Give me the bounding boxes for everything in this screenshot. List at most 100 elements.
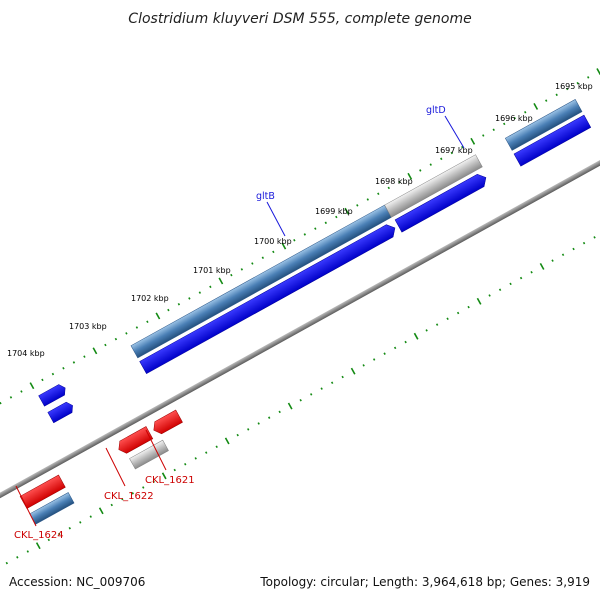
kbp-label-1701: 1701 kbp xyxy=(193,266,231,275)
minor-tick xyxy=(9,396,13,399)
kbp-label-1696: 1696 kbp xyxy=(495,114,533,123)
cds-CKL_1624[interactable] xyxy=(19,474,66,509)
minor-tick xyxy=(309,393,313,396)
minor-tick xyxy=(146,320,149,323)
major-tick xyxy=(533,103,539,110)
gene-label-gltD[interactable]: gltD xyxy=(426,105,446,116)
inner-tick-track xyxy=(5,236,596,565)
minor-tick xyxy=(461,145,464,149)
major-tick xyxy=(287,402,293,410)
minor-tick xyxy=(177,302,181,306)
minor-tick xyxy=(330,381,334,385)
cds-CKL_1622[interactable] xyxy=(115,426,154,456)
kbp-label-1702: 1702 kbp xyxy=(131,294,169,303)
kbp-label-1704: 1704 kbp xyxy=(7,349,45,358)
minor-tick xyxy=(83,355,86,358)
cds-gltB[interactable] xyxy=(139,222,399,375)
minor-tick xyxy=(314,227,317,230)
minor-tick xyxy=(324,221,327,225)
minor-tick xyxy=(524,111,527,114)
minor-tick xyxy=(142,486,145,489)
major-tick xyxy=(281,242,287,250)
major-tick xyxy=(413,332,419,340)
major-tick xyxy=(218,277,224,285)
minor-tick xyxy=(320,387,323,390)
major-tick xyxy=(407,172,413,180)
minor-tick xyxy=(198,291,202,294)
major-tick xyxy=(224,437,230,445)
minor-tick xyxy=(205,451,208,454)
minor-tick xyxy=(366,198,369,201)
minor-tick xyxy=(272,250,275,254)
minor-tick xyxy=(488,294,491,297)
gene-gltD[interactable] xyxy=(384,154,483,218)
minor-tick xyxy=(456,311,460,315)
major-tick xyxy=(539,262,545,270)
major-tick xyxy=(350,367,356,375)
gene-track-forward xyxy=(130,99,583,359)
minor-tick xyxy=(236,433,239,437)
minor-tick xyxy=(545,99,548,102)
cds-CKL_1621[interactable] xyxy=(150,409,183,436)
kbp-label-1698: 1698 kbp xyxy=(375,177,413,186)
minor-tick xyxy=(121,497,124,501)
minor-tick xyxy=(530,270,533,274)
accession-text: Accession: NC_009706 xyxy=(9,575,145,589)
minor-tick xyxy=(582,241,586,245)
topology-text: Topology: circular; Length: 3,964,618 bp… xyxy=(259,575,590,589)
kbp-labels: 1695 kbp 1696 kbp 1697 kbp 1698 kbp 1699… xyxy=(7,82,593,358)
minor-tick xyxy=(509,282,512,286)
minor-tick xyxy=(104,343,107,347)
major-tick xyxy=(29,382,35,390)
minor-tick xyxy=(62,366,65,370)
gene-label-CKL_1624[interactable]: CKL_1624 xyxy=(14,530,64,541)
minor-tick xyxy=(194,457,197,460)
minor-tick xyxy=(303,233,307,236)
gene-right-edge[interactable] xyxy=(504,99,583,151)
kbp-label-1703: 1703 kbp xyxy=(69,322,107,331)
minor-tick xyxy=(188,297,191,300)
minor-tick xyxy=(184,462,187,466)
major-tick xyxy=(161,472,167,480)
minor-tick xyxy=(555,93,558,97)
minor-tick xyxy=(16,556,19,559)
minor-tick xyxy=(341,375,344,379)
minor-tick xyxy=(576,81,579,85)
minor-tick xyxy=(561,253,565,257)
cds-small-1[interactable] xyxy=(38,383,68,407)
minor-tick xyxy=(240,268,244,271)
minor-tick xyxy=(299,398,302,402)
gene-CKL_1622[interactable] xyxy=(129,439,169,470)
minor-tick xyxy=(89,515,92,518)
minor-tick xyxy=(20,390,23,393)
kbp-label-1695: 1695 kbp xyxy=(555,82,593,91)
kbp-label-1697: 1697 kbp xyxy=(435,146,473,155)
major-tick xyxy=(155,312,161,320)
major-tick xyxy=(92,347,98,355)
outer-tick-track xyxy=(0,68,600,405)
minor-tick xyxy=(58,532,61,536)
minor-tick xyxy=(68,526,71,530)
minor-tick xyxy=(215,445,218,449)
cds-track-reverse xyxy=(19,409,183,525)
gene-label-CKL_1621[interactable]: CKL_1621 xyxy=(145,475,195,486)
major-tick xyxy=(470,137,476,145)
minor-tick xyxy=(450,151,453,155)
minor-tick xyxy=(393,346,397,350)
minor-tick xyxy=(152,480,155,483)
minor-tick xyxy=(230,273,233,277)
minor-tick xyxy=(79,521,82,524)
minor-tick xyxy=(387,186,390,190)
gene-label-CKL_1622[interactable]: CKL_1622 xyxy=(104,491,154,502)
gene-gltB[interactable] xyxy=(130,204,392,359)
cds-gltD[interactable] xyxy=(394,171,489,233)
minor-tick xyxy=(446,317,449,321)
minor-tick xyxy=(5,561,8,565)
gene-label-gltB[interactable]: gltB xyxy=(256,191,275,202)
minor-tick xyxy=(268,416,271,419)
minor-tick xyxy=(110,503,113,507)
minor-tick xyxy=(51,372,55,376)
cds-right-edge[interactable] xyxy=(513,114,592,167)
cds-small-2[interactable] xyxy=(47,400,76,424)
